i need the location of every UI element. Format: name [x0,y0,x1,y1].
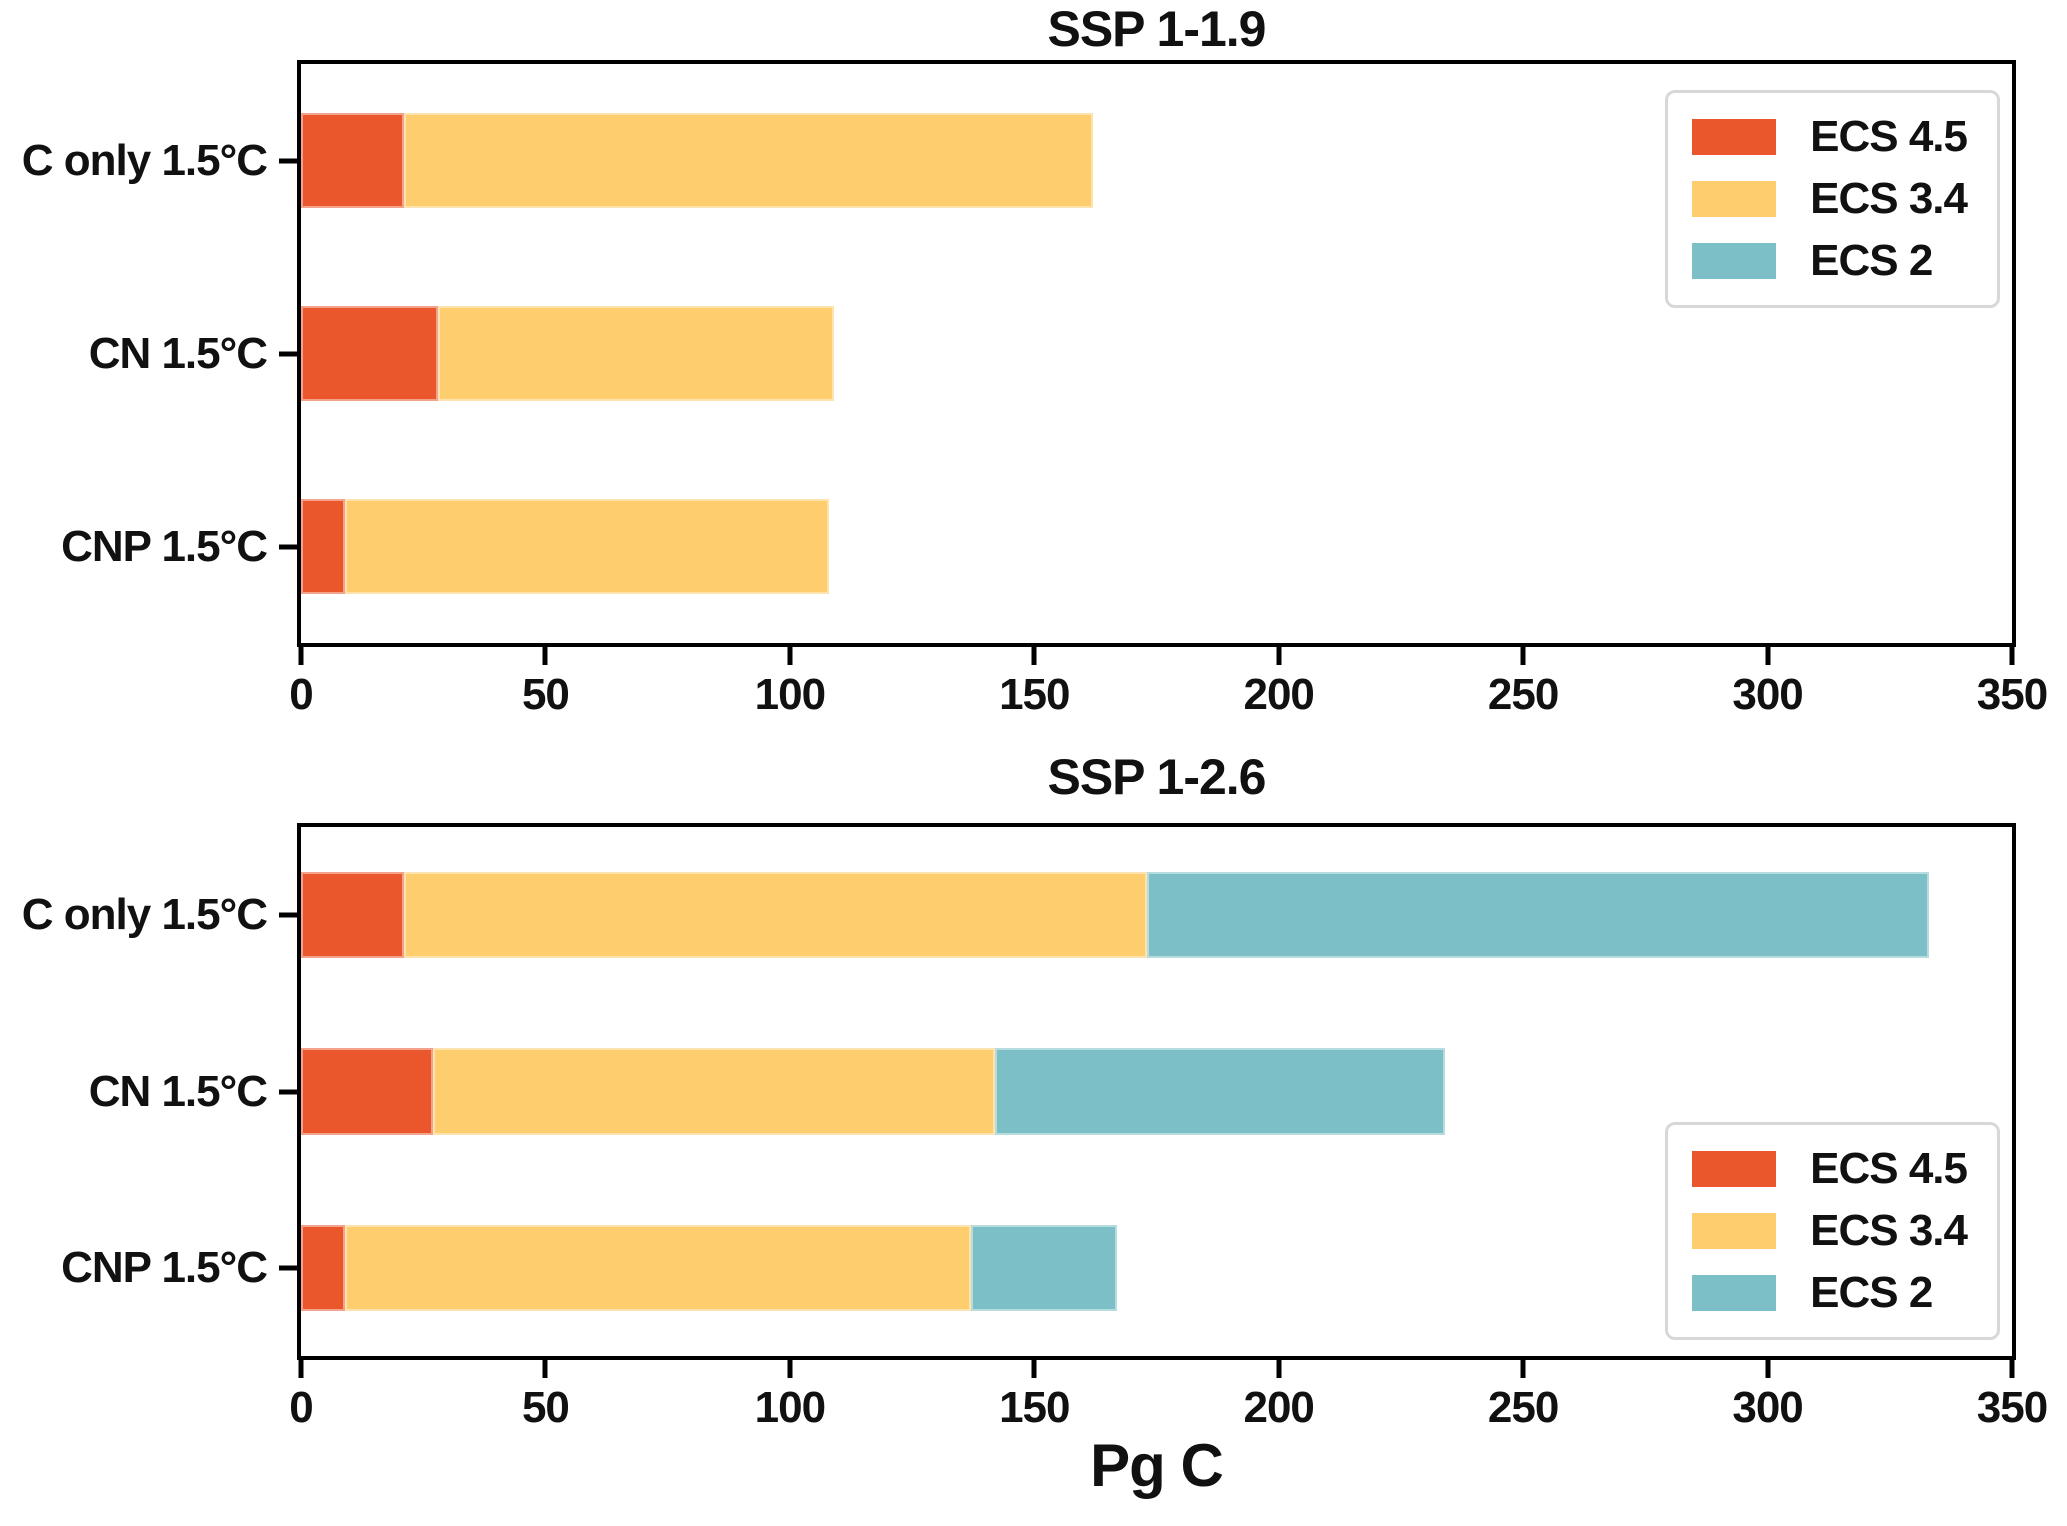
category-label-c-only-1-5-c: C only 1.5°C [21,135,268,185]
x-tick-label: 0 [289,670,314,719]
bar-segment-ecs-4-5 [301,499,345,594]
bar-segment-ecs-4-5 [301,113,404,208]
x-tick-label: 50 [521,1383,570,1432]
plot-area-ssp-1-2-6: 0 50 100 150 200 250 300 350 C only 1.5°C CN 1.5°… [22,823,2048,1430]
legend-item-ecs-4-5: ECS 4.5 [1692,1144,1968,1193]
legend-label-ecs-4-5: ECS 4.5 [1810,1144,1968,1193]
x-tick-label: 300 [1732,670,1803,719]
x-tick-label: 350 [1976,670,2048,719]
y-axis-tick [279,1089,297,1094]
legend-swatch-ecs-3-4 [1692,181,1777,217]
legend-item-ecs-3-4: ECS 3.4 [1692,174,1968,223]
bar-segment-ecs-3-4 [344,499,829,594]
legend: ECS 4.5 ECS 3.4 ECS 2 [1665,1122,2000,1340]
legend-item-ecs-3-4: ECS 3.4 [1692,1206,1968,1255]
x-axis-tick [1520,1360,1526,1378]
y-axis-tick [279,912,297,918]
legend: ECS 4.5 ECS 3.4 ECS 2 [1665,90,2000,308]
chart-title-ssp-1-2-6: SSP 1-2.6 [1047,749,1266,805]
x-tick-label: 150 [999,670,1070,719]
x-axis-tick [1031,647,1037,665]
x-tick-label: 250 [1487,1383,1559,1432]
bar-segment-ecs-2 [995,1048,1445,1135]
legend-swatch-ecs-4-5 [1692,1151,1777,1187]
x-axis-tick [1520,647,1526,665]
x-tick-label: 100 [754,1383,826,1432]
y-axis-tick [279,351,297,356]
x-axis-tick [1765,1360,1771,1378]
bar-segment-ecs-4-5 [301,1224,345,1311]
chart-title-ssp-1-1-9: SSP 1-1.9 [1047,1,1266,57]
x-axis-tick [787,1360,793,1378]
x-axis-tick [1276,1360,1282,1378]
legend-label-ecs-3-4: ECS 3.4 [1810,174,1968,223]
x-tick-label: 250 [1487,670,1559,719]
x-axis-tick [787,647,793,665]
x-axis-tick [542,647,548,665]
category-label-cn-1-5-c: CN 1.5°C [88,1066,268,1116]
category-label-c-only-1-5-c: C only 1.5°C [21,890,268,940]
x-tick-label: 150 [999,1383,1070,1432]
x-tick-label: 0 [289,1383,314,1432]
bar-segment-ecs-3-4 [403,872,1147,959]
bar-segment-ecs-4-5 [301,306,438,401]
category-label-cnp-1-5-c: CNP 1.5°C [61,1242,268,1292]
legend-label-ecs-3-4: ECS 3.4 [1810,1206,1968,1255]
x-axis-tick [1765,647,1771,665]
x-axis-tick [1031,1360,1037,1378]
x-axis-tick [2009,1360,2015,1378]
x-axis-tick [542,1360,548,1378]
x-axis-tick [1276,647,1282,665]
x-axis-tick [2009,647,2015,665]
legend-swatch-ecs-2 [1692,243,1777,279]
x-tick-label: 300 [1732,1383,1803,1432]
bar-segment-ecs-3-4 [437,306,834,401]
y-axis-tick [279,544,297,549]
x-tick-label: 200 [1243,670,1314,719]
legend-item-ecs-4-5: ECS 4.5 [1692,112,1968,161]
legend-swatch-ecs-2 [1692,1275,1777,1311]
legend-label-ecs-2: ECS 2 [1810,236,1933,285]
x-axis-tick [298,647,304,665]
plot-area-ssp-1-1-9: 0 50 100 150 200 250 300 350 C only 1.5°C CN 1.5°… [22,60,2048,717]
bar-segment-ecs-4-5 [301,872,404,959]
x-axis-tick [298,1360,304,1378]
bar-segment-ecs-4-5 [301,1048,433,1135]
bar-segment-ecs-3-4 [403,113,1093,208]
bar-segment-ecs-2 [970,1224,1118,1311]
legend-label-ecs-2: ECS 2 [1810,1268,1933,1317]
category-label-cn-1-5-c: CN 1.5°C [88,328,268,378]
legend-label-ecs-4-5: ECS 4.5 [1810,112,1968,161]
bar-segment-ecs-3-4 [344,1224,971,1311]
x-tick-label: 350 [1976,1383,2048,1432]
legend-swatch-ecs-4-5 [1692,119,1777,155]
legend-swatch-ecs-3-4 [1692,1213,1777,1249]
x-tick-label: 200 [1243,1383,1314,1432]
legend-item-ecs-2: ECS 2 [1692,239,1967,283]
bar-segment-ecs-3-4 [432,1048,996,1135]
x-axis-label: Pg C [1090,1432,1224,1499]
category-label-cnp-1-5-c: CNP 1.5°C [61,521,268,571]
x-tick-label: 50 [521,670,570,719]
y-axis-tick [279,158,297,163]
y-axis-tick [279,1265,297,1271]
x-tick-label: 100 [754,670,826,719]
legend-item-ecs-2: ECS 2 [1692,1271,1967,1315]
bar-segment-ecs-2 [1146,872,1929,959]
